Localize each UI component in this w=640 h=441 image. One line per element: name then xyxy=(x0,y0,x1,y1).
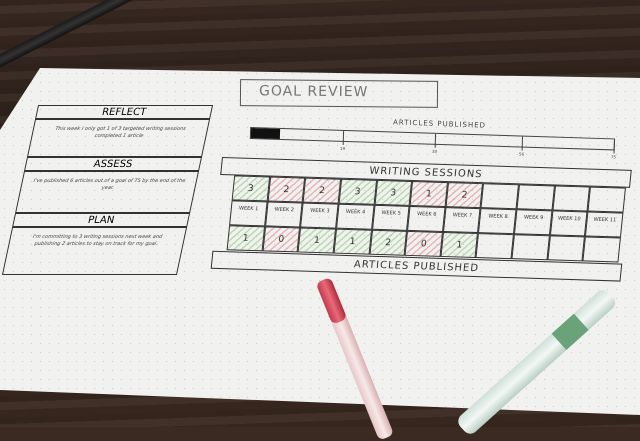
articles-cell xyxy=(582,236,621,263)
plan-heading: PLAN xyxy=(12,213,191,227)
articles-cell: 1 xyxy=(440,231,479,259)
articles-cell xyxy=(547,235,586,262)
week-cell: WEEK 1 xyxy=(229,200,268,227)
articles-cell xyxy=(511,234,550,261)
progress-fill xyxy=(250,128,281,139)
assess-text: I've published 6 articles out of a goal … xyxy=(15,171,200,213)
progress-tick-label: 56 xyxy=(518,151,525,157)
sessions-cell: 2 xyxy=(302,177,342,204)
reflect-heading: REFLECT xyxy=(35,105,214,119)
progress-tick-label: 38 xyxy=(431,148,438,154)
week-cell: WEEK 6 xyxy=(407,205,446,232)
articles-cell: 1 xyxy=(226,225,265,252)
week-cell: WEEK 7 xyxy=(442,207,481,234)
articles-cell: 2 xyxy=(369,229,408,256)
articles-cell xyxy=(475,233,515,260)
articles-cell: 1 xyxy=(333,228,372,255)
sessions-cell xyxy=(587,186,627,213)
progress-tick-label: 75 xyxy=(610,154,617,160)
week-cell: WEEK 10 xyxy=(549,210,588,237)
week-cell: WEEK 2 xyxy=(264,201,303,228)
week-cell: WEEK 9 xyxy=(514,209,553,236)
articles-cell: 0 xyxy=(262,226,301,253)
sessions-cell: 3 xyxy=(374,179,413,206)
assess-heading: ASSESS xyxy=(24,157,203,171)
progress-tick-label: 19 xyxy=(339,145,346,151)
articles-cell: 0 xyxy=(404,230,443,257)
sessions-cell: 3 xyxy=(338,178,377,205)
reflection-column: REFLECT This week I only got 1 of 3 targ… xyxy=(1,105,214,275)
sessions-cell xyxy=(552,185,591,212)
sessions-cell xyxy=(480,183,520,210)
week-cell: WEEK 5 xyxy=(371,204,410,231)
week-cell: WEEK 8 xyxy=(478,208,517,235)
sessions-cell: 2 xyxy=(267,176,306,203)
page-title: GOAL REVIEW xyxy=(239,79,439,108)
plan-text: I'm committing to 3 writing sessions nex… xyxy=(1,227,188,275)
sessions-cell: 2 xyxy=(445,182,484,209)
week-cell: WEEK 11 xyxy=(585,211,624,238)
sessions-cell: 1 xyxy=(409,180,448,208)
sessions-cell xyxy=(516,184,555,211)
sessions-cell: 3 xyxy=(231,175,270,202)
week-cell: WEEK 3 xyxy=(300,202,339,229)
reflect-text: This week I only got 1 of 3 targeted wri… xyxy=(27,119,211,157)
articles-cell: 1 xyxy=(297,227,336,254)
week-cell: WEEK 4 xyxy=(335,203,375,230)
